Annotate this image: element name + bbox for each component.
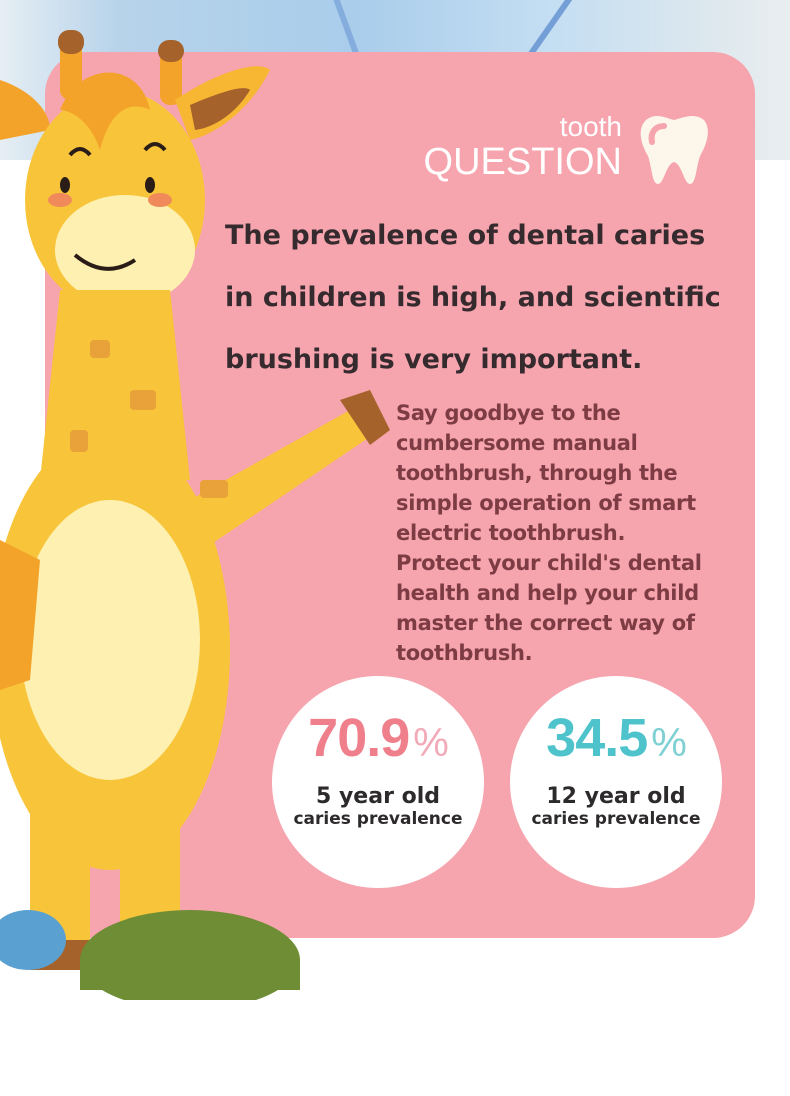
stat-value: 70.9 bbox=[308, 708, 410, 768]
headline-line: The prevalence of dental caries bbox=[225, 220, 706, 251]
description-line: toothbrush. bbox=[396, 641, 533, 665]
description: Say goodbye to the cumbersome manual too… bbox=[396, 398, 766, 668]
description-line: electric toothbrush. bbox=[396, 521, 626, 545]
stat-circle-12yr: 34.5% 12 year old caries prevalence bbox=[510, 676, 722, 888]
stat-value: 34.5 bbox=[546, 708, 648, 768]
stat-label: 5 year old bbox=[316, 784, 440, 809]
stat-unit: % bbox=[651, 721, 687, 765]
header-small: tooth bbox=[559, 111, 622, 142]
stat-sublabel: caries prevalence bbox=[293, 809, 463, 829]
stat-sublabel: caries prevalence bbox=[531, 809, 701, 829]
description-line: Say goodbye to the bbox=[396, 401, 621, 425]
giraffe-illustration bbox=[0, 30, 390, 1000]
stat-circle-5yr: 70.9% 5 year old caries prevalence bbox=[272, 676, 484, 888]
tooth-icon bbox=[640, 115, 708, 184]
header-big: QUESTION bbox=[423, 141, 622, 183]
headline: The prevalence of dental caries in child… bbox=[225, 205, 765, 391]
description-line: Protect your child's dental bbox=[396, 551, 702, 575]
stat-unit: % bbox=[413, 721, 449, 765]
description-line: health and help your child bbox=[396, 581, 699, 605]
section-header: tooth QUESTION bbox=[423, 111, 622, 183]
description-line: master the correct way of bbox=[396, 611, 695, 635]
description-line: toothbrush, through the bbox=[396, 461, 678, 485]
stat-label: 12 year old bbox=[546, 784, 686, 809]
description-line: cumbersome manual bbox=[396, 431, 638, 455]
description-line: simple operation of smart bbox=[396, 491, 696, 515]
headline-line: in children is high, and scientific bbox=[225, 282, 721, 313]
headline-line: brushing is very important. bbox=[225, 344, 643, 375]
